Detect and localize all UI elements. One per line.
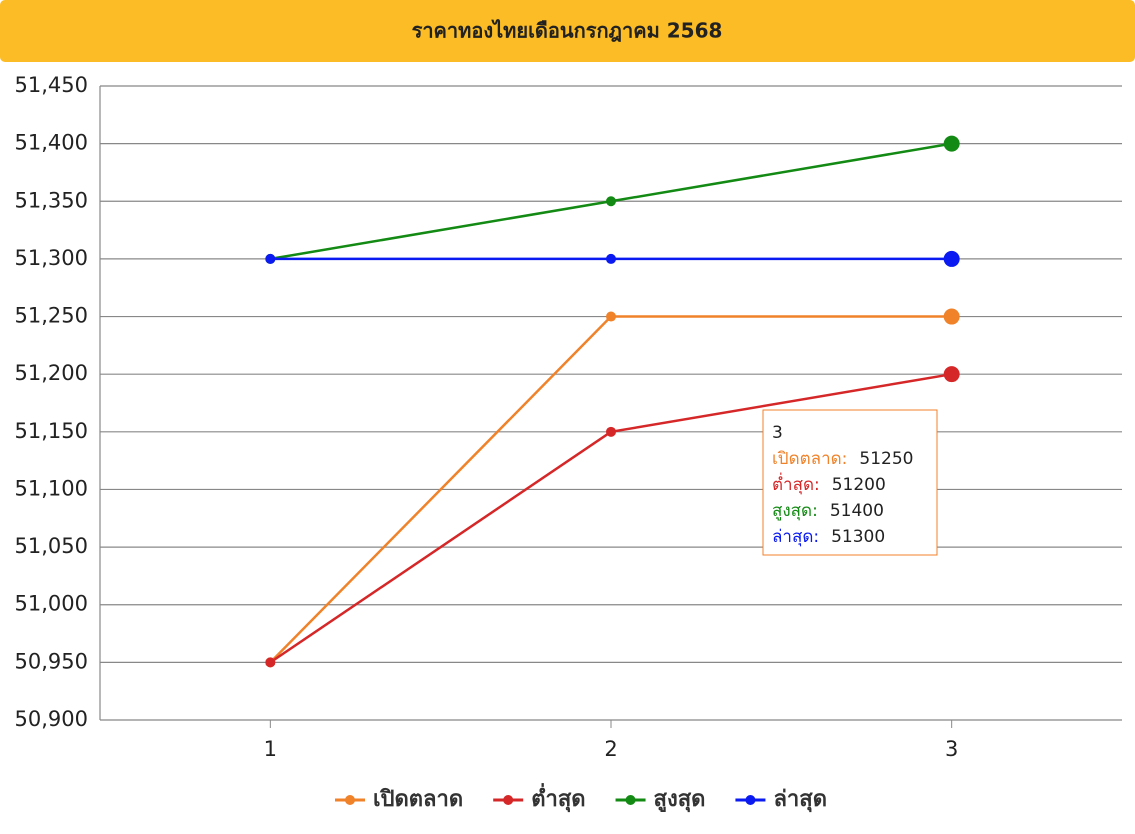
tooltip-label: เปิดตลาด: [772,449,847,469]
x-tick-label: 2 [604,737,617,761]
legend-label: ล่าสุด [773,787,827,813]
legend-label: สูงสุด [654,787,706,813]
y-tick-label: 50,900 [15,707,88,731]
legend-swatch-dot [745,795,756,805]
tooltip-label: สูงสุด: [772,501,818,521]
y-tick-label: 51,450 [15,73,88,97]
tooltip-box [762,409,938,556]
tooltip-label: ล่าสุด: [772,527,819,547]
tooltip-title: 3 [772,423,783,443]
data-point [606,196,616,207]
legend: เปิดตลาด ต่ำสุด สูงสุด ล่าสุด [335,782,827,813]
data-point [943,250,960,267]
data-point [943,135,960,152]
y-tick-label: 51,350 [15,188,88,212]
legend-label: ต่ำสุด [531,782,585,813]
y-tick-label: 51,000 [15,592,88,616]
tooltip: 3 เปิดตลาด: 51250 ต่ำสุด: 51200 สูงสุด: 51400 ล… [762,409,938,556]
tooltip-label: ต่ำสุด: [772,472,820,495]
legend-swatch-dot [625,795,636,805]
y-tick-label: 51,200 [15,361,88,385]
y-tick-label: 51,050 [15,534,88,558]
tooltip-value: 51300 [831,527,885,547]
tooltip-value: 51250 [859,449,913,469]
x-tick-label: 1 [264,737,277,761]
data-point [265,657,276,668]
data-point [606,426,616,437]
tooltip-value: 51400 [830,501,884,521]
y-tick-label: 51,250 [15,304,88,328]
legend-swatch-dot [345,795,355,805]
header-bar [0,0,1135,62]
y-tick-label: 51,300 [15,246,88,270]
y-tick-label: 51,400 [15,131,88,155]
x-tick-label: 3 [945,737,958,761]
y-tick-label: 50,950 [15,649,88,673]
data-point [606,311,616,322]
data-point [606,253,616,264]
data-point [943,366,960,383]
legend-label: เปิดตลาด [373,787,463,812]
legend-swatch-dot [503,795,514,805]
y-tick-label: 51,150 [15,419,88,443]
y-tick-label: 51,100 [15,476,88,500]
data-point [943,308,960,325]
data-point [265,253,276,264]
tooltip-value: 51200 [832,475,886,495]
chart-title: ราคาทองไทยเดือนกรกฎาคม 2568 [412,19,723,43]
